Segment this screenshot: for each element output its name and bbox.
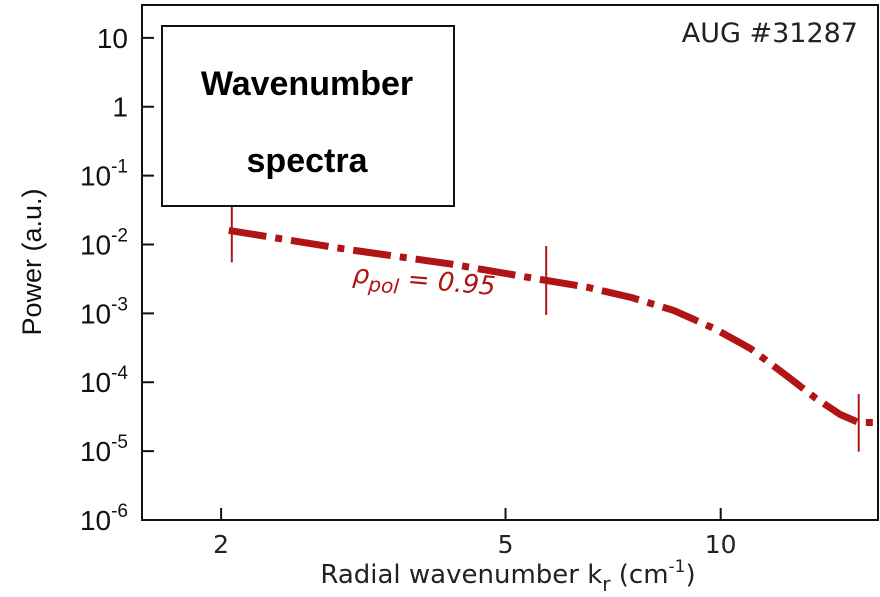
curve-label-sub: pol xyxy=(367,272,401,299)
y-tick-label: 1 xyxy=(112,92,128,123)
y-tick-label: 10-2 xyxy=(80,225,128,260)
y-tick-label-base: 10 xyxy=(80,298,111,329)
y-tick-label-base: 1 xyxy=(112,92,128,123)
curve-label: ρpol = 0.95 xyxy=(351,260,497,307)
title-box-line-1: Wavenumber xyxy=(201,65,413,103)
plot-frame xyxy=(141,4,879,521)
y-tick-label-base: 10 xyxy=(80,367,111,398)
y-tick-label: 10-3 xyxy=(80,294,128,329)
y-tick-label-exp: -5 xyxy=(111,432,128,453)
x-axis-label: Radial wavenumber kr (cm-1) xyxy=(320,557,695,596)
y-tick-label-exp: -4 xyxy=(111,363,128,384)
y-tick-label-exp: -3 xyxy=(111,294,128,315)
x-axis-label-unit-close: ) xyxy=(686,560,696,590)
x-axis-label-unit-exp: -1 xyxy=(669,557,686,577)
x-axis-ticks: 2 5 10 xyxy=(213,508,737,559)
y-tick-label: 10 xyxy=(97,23,128,54)
y-tick-label-base: 10 xyxy=(80,161,111,192)
y-tick-label-base: 10 xyxy=(80,229,111,260)
x-tick-label: 5 xyxy=(498,530,514,559)
y-tick-label-base: 10 xyxy=(80,436,111,467)
y-tick-label-base: 10 xyxy=(97,23,128,54)
y-tick-label-exp: -6 xyxy=(111,501,128,522)
curve-label-symbol: ρ xyxy=(351,260,371,291)
y-tick-label: 10-1 xyxy=(80,157,128,192)
error-bars xyxy=(230,196,860,452)
x-axis-label-base: Radial wavenumber k xyxy=(320,560,602,590)
x-tick-label: 10 xyxy=(705,530,737,559)
y-axis-label: Power (a.u.) xyxy=(17,188,47,335)
y-tick-label-exp: -1 xyxy=(111,157,128,178)
y-tick-label: 10-4 xyxy=(80,363,128,398)
y-tick-label: 10-6 xyxy=(80,501,128,536)
title-box xyxy=(161,25,455,207)
x-tick-label: 2 xyxy=(213,530,229,559)
y-tick-label-base: 10 xyxy=(80,505,111,536)
y-tick-label: 10-5 xyxy=(80,432,128,467)
y-tick-label-exp: -2 xyxy=(111,225,128,246)
series-line-rho-0-95 xyxy=(228,226,877,426)
shot-label: AUG #31287 xyxy=(682,18,858,49)
x-axis-label-sub: r xyxy=(602,572,611,596)
x-axis-label-unit: (cm xyxy=(611,560,669,590)
title-box-line-2: spectra xyxy=(247,142,369,180)
